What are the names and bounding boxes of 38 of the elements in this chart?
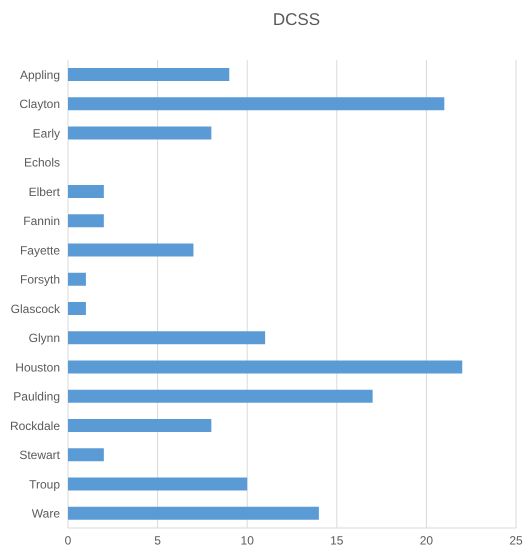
bar (68, 244, 194, 256)
bar (68, 478, 248, 490)
bar (68, 419, 212, 432)
y-tick-label: Ware (32, 506, 60, 521)
x-tick-label: 20 (420, 534, 434, 548)
y-tick-label: Fayette (20, 243, 60, 258)
bar (68, 97, 444, 110)
x-tick-label: 10 (240, 534, 254, 548)
y-tick-label: Glynn (28, 331, 60, 346)
bar (68, 214, 104, 228)
x-tick-label: 15 (330, 534, 344, 548)
y-tick-label: Stewart (19, 448, 61, 462)
bar (68, 390, 373, 403)
y-tick-label: Rockdale (10, 418, 60, 433)
bar (68, 126, 212, 140)
y-tick-label: Fannin (23, 214, 60, 228)
y-tick-label: Appling (20, 68, 60, 82)
y-tick-label: Glascock (10, 302, 61, 316)
bar (68, 360, 462, 374)
y-tick-label: Troup (29, 477, 60, 492)
bar (68, 185, 104, 198)
y-tick-label: Elbert (28, 184, 61, 199)
y-tick-label: Clayton (19, 97, 60, 112)
bar (68, 448, 104, 462)
bar (68, 331, 266, 344)
bar (68, 68, 230, 81)
y-tick-label: Houston (15, 360, 60, 374)
x-tick-label: 25 (509, 534, 523, 548)
y-tick-label: Early (32, 126, 60, 140)
bar (68, 272, 86, 286)
x-tick-label: 5 (154, 534, 162, 548)
chart-title: DCSS (272, 10, 322, 30)
bar (68, 302, 86, 315)
bar (68, 506, 319, 520)
y-tick-label: Forsyth (20, 272, 60, 287)
x-tick-label: 0 (64, 534, 72, 548)
y-tick-label: Paulding (13, 390, 60, 404)
y-tick-label: Echols (24, 156, 60, 170)
